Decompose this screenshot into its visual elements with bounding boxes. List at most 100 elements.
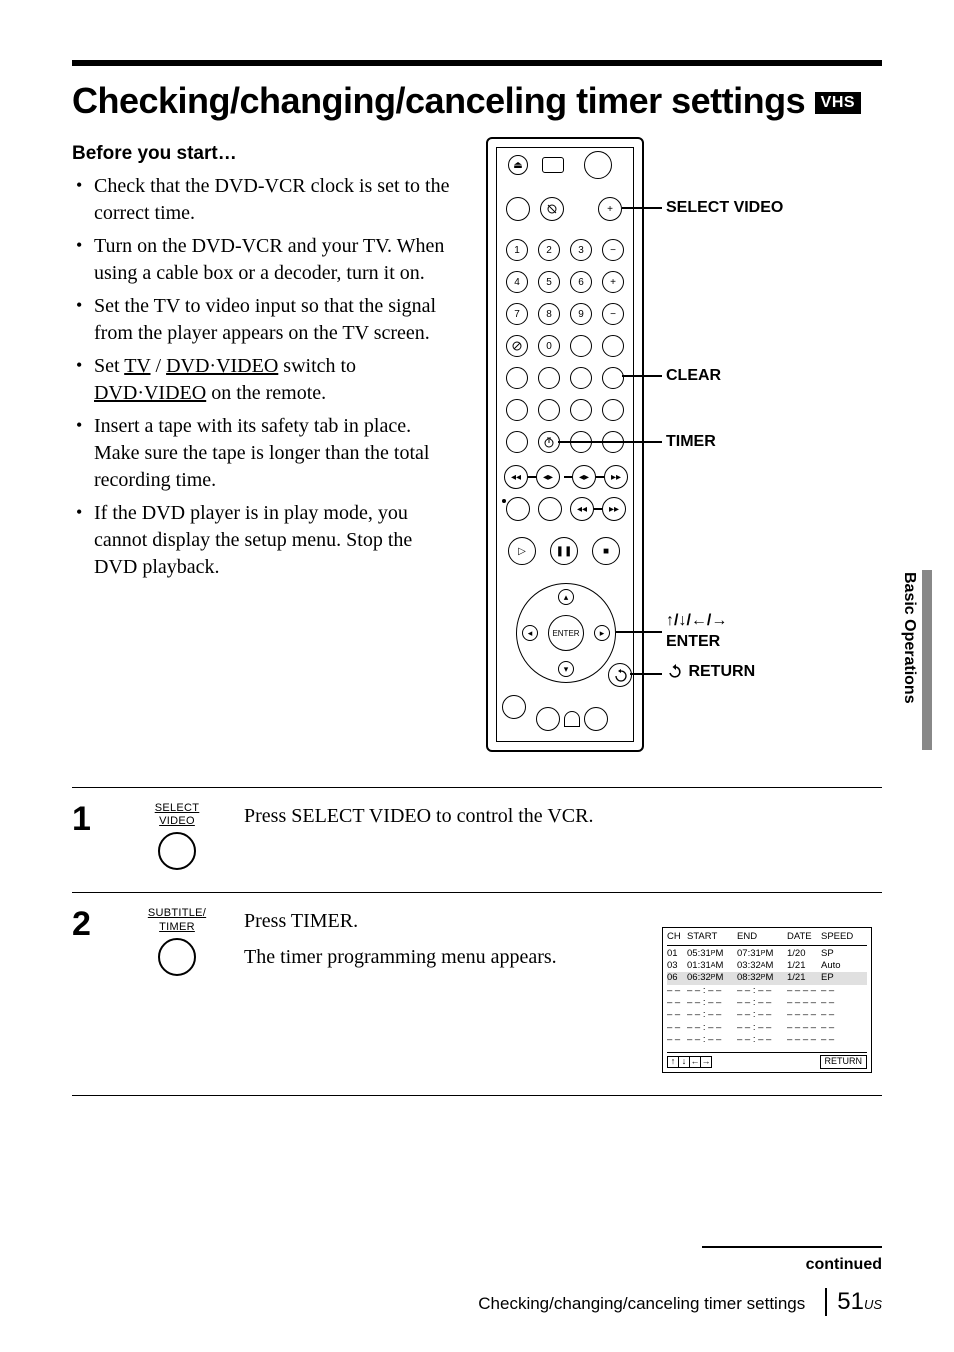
button-circle-icon bbox=[158, 832, 196, 870]
button bbox=[506, 367, 528, 389]
step-text: Press TIMER. bbox=[244, 907, 662, 935]
arrow-right-icon: ▸ bbox=[594, 625, 610, 641]
step-number: 1 bbox=[72, 802, 122, 836]
pause-icon: ❚❚ bbox=[550, 537, 578, 565]
callout-enter: ↑/↓/←/→ENTER bbox=[666, 611, 727, 653]
vol-down-button: − bbox=[602, 239, 624, 261]
numpad-4: 4 bbox=[506, 271, 528, 293]
vhs-badge: VHS bbox=[815, 92, 861, 114]
play-rev-icon: ◂▸ bbox=[536, 465, 560, 489]
dpad: ENTER ▴ ▾ ◂ ▸ bbox=[516, 583, 616, 683]
return-button-label: RETURN bbox=[820, 1055, 868, 1069]
blank-button bbox=[570, 335, 592, 357]
numpad-3: 3 bbox=[570, 239, 592, 261]
table-row: – –– – : – –– – : – –– – – –– – bbox=[667, 985, 867, 997]
page-number: 51 bbox=[837, 1288, 864, 1316]
table-row: – –– – : – –– – : – –– – – –– – bbox=[667, 1034, 867, 1046]
before-you-start-heading: Before you start… bbox=[72, 143, 452, 165]
continued-rule bbox=[702, 1246, 882, 1248]
step-icon: SELECT VIDEO bbox=[122, 802, 232, 870]
section-name: Basic Operations bbox=[900, 572, 918, 704]
before-you-start-list: Check that the DVD-VCR clock is set to t… bbox=[72, 173, 452, 581]
ch-down-button: − bbox=[602, 303, 624, 325]
col-end: END bbox=[737, 931, 785, 943]
eject-icon: ⏏ bbox=[508, 155, 528, 175]
bullet-text: Turn on the DVD-VCR and your TV. When us… bbox=[94, 235, 444, 284]
icon-label-line: SELECT bbox=[155, 802, 200, 814]
numpad-7: 7 bbox=[506, 303, 528, 325]
icon-label-line: VIDEO bbox=[159, 815, 195, 827]
button bbox=[538, 497, 562, 521]
bullet-text: Check that the DVD-VCR clock is set to t… bbox=[94, 175, 450, 224]
ch-up-button: + bbox=[602, 271, 624, 293]
timer-button bbox=[538, 431, 560, 453]
callout-clear: CLEAR bbox=[666, 367, 721, 385]
table-row: 0105:31PM07:31PM1/20SP bbox=[667, 948, 867, 960]
play-icon: ▷ bbox=[508, 537, 536, 565]
power-icon bbox=[584, 151, 612, 179]
table-row: 0606:32PM08:32PM1/21EP bbox=[667, 972, 867, 984]
step-extra-text: The timer programming menu appears. bbox=[244, 943, 662, 971]
button bbox=[502, 695, 526, 719]
numpad-0: 0 bbox=[538, 335, 560, 357]
nav-arrows-icon: ↑ ↓ ← → bbox=[667, 1056, 711, 1068]
button bbox=[570, 399, 592, 421]
step-text: Press SELECT VIDEO to control the VCR. bbox=[232, 802, 662, 830]
return-button bbox=[608, 663, 632, 687]
step-icon: SUBTITLE/ TIMER bbox=[122, 907, 232, 975]
numpad-2: 2 bbox=[538, 239, 560, 261]
callout-return: RETURN bbox=[666, 663, 755, 681]
button bbox=[602, 399, 624, 421]
arrow-up-icon: ▴ bbox=[558, 589, 574, 605]
return-label: RETURN bbox=[688, 663, 755, 680]
button bbox=[536, 707, 560, 731]
continued-label: continued bbox=[806, 1256, 882, 1274]
arrow-left-icon: ◂ bbox=[522, 625, 538, 641]
remote-diagram: ⏏ + 1 2 3 − 4 5 6 + bbox=[486, 137, 856, 767]
callout-select-video: SELECT VIDEO bbox=[666, 199, 783, 217]
table-nav: ↑ ↓ ← → RETURN bbox=[667, 1052, 867, 1069]
list-item: Turn on the DVD-VCR and your TV. When us… bbox=[72, 233, 452, 287]
callout-timer: TIMER bbox=[666, 433, 716, 451]
numpad-5: 5 bbox=[538, 271, 560, 293]
bullet-text: Insert a tape with its safety tab in pla… bbox=[94, 415, 429, 491]
step-row: 1 SELECT VIDEO Press SELECT VIDEO to con… bbox=[72, 787, 882, 893]
arrow-right-icon: → bbox=[700, 1056, 712, 1068]
numpad-9: 9 bbox=[570, 303, 592, 325]
numpad-6: 6 bbox=[570, 271, 592, 293]
list-item: If the DVD player is in play mode, you c… bbox=[72, 500, 452, 581]
numpad-8: 8 bbox=[538, 303, 560, 325]
rec-icon bbox=[506, 497, 530, 521]
skip-next-icon: ▸▸ bbox=[602, 497, 626, 521]
button bbox=[506, 431, 528, 453]
footer-title: Checking/changing/canceling timer settin… bbox=[478, 1294, 805, 1314]
page-suffix: US bbox=[864, 1297, 882, 1312]
icon-label-line: SUBTITLE/ bbox=[148, 907, 206, 919]
enter-label: ENTER bbox=[552, 629, 579, 638]
table-row: – –– – : – –– – : – –– – – –– – bbox=[667, 997, 867, 1009]
title-text: Checking/changing/canceling timer settin… bbox=[72, 80, 805, 121]
button-circle-icon bbox=[158, 938, 196, 976]
page-title: Checking/changing/canceling timer settin… bbox=[72, 78, 882, 123]
clear-button bbox=[602, 367, 624, 389]
list-item: Set the TV to video input so that the si… bbox=[72, 293, 452, 347]
rew-icon: ◂◂ bbox=[504, 465, 528, 489]
ffwd-icon: ▸▸ bbox=[604, 465, 628, 489]
col-start: START bbox=[687, 931, 735, 943]
table-row: 0301:31AM03:32AM1/21Auto bbox=[667, 960, 867, 972]
skip-prev-icon: ◂◂ bbox=[570, 497, 594, 521]
bullet-text: Set the TV to video input so that the si… bbox=[94, 295, 436, 344]
table-row: – –– – : – –– – : – –– – – –– – bbox=[667, 1022, 867, 1034]
timer-programming-table: CH START END DATE SPEED 0105:31PM07:31PM… bbox=[662, 927, 872, 1073]
list-item: Set TV / DVD·VIDEO switch to DVD·VIDEO o… bbox=[72, 353, 452, 407]
thumb-tab bbox=[922, 570, 932, 750]
table-row: – –– – : – –– – : – –– – – –– – bbox=[667, 1009, 867, 1021]
button bbox=[506, 399, 528, 421]
col-ch: CH bbox=[667, 931, 685, 943]
button bbox=[538, 399, 560, 421]
table-header: CH START END DATE SPEED bbox=[667, 931, 867, 945]
list-item: Check that the DVD-VCR clock is set to t… bbox=[72, 173, 452, 227]
remote-outline: ⏏ + 1 2 3 − 4 5 6 + bbox=[486, 137, 644, 752]
numpad-1: 1 bbox=[506, 239, 528, 261]
vol-up-button: + bbox=[598, 197, 622, 221]
